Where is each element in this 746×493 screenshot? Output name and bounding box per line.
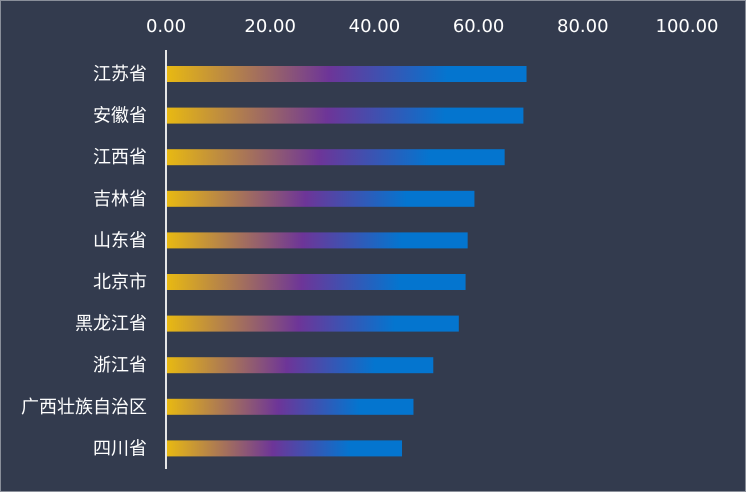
bars: [167, 66, 527, 457]
category-label: 浙江省: [93, 355, 147, 376]
category-label: 吉林省: [93, 189, 147, 210]
bar: [167, 274, 466, 290]
x-axis-ticks: 0.00 20.00 40.00 60.00 80.00 100.00: [146, 16, 719, 37]
category-label: 山东省: [93, 230, 147, 251]
category-label: 江苏省: [93, 64, 147, 85]
x-tick-label: 80.00: [557, 16, 609, 37]
bar: [167, 440, 403, 457]
bar: [167, 66, 527, 82]
bar: [167, 357, 434, 374]
category-label: 江西省: [93, 147, 147, 168]
bar: [167, 232, 468, 249]
x-tick-label: 100.00: [656, 16, 719, 37]
x-tick-label: 0.00: [146, 16, 186, 37]
category-label: 广西壮族自治区: [21, 397, 147, 418]
category-label: 北京市: [93, 272, 147, 293]
x-tick-label: 40.00: [349, 16, 401, 37]
bar: [167, 190, 475, 207]
x-tick-label: 60.00: [453, 16, 505, 37]
category-label: 黑龙江省: [75, 314, 147, 335]
bar: [167, 107, 524, 124]
category-label: 安徽省: [93, 106, 147, 127]
bar: [167, 149, 505, 166]
x-tick-label: 20.00: [244, 16, 296, 37]
category-label: 四川省: [93, 438, 147, 459]
bar: [167, 398, 414, 415]
bar: [167, 315, 459, 332]
